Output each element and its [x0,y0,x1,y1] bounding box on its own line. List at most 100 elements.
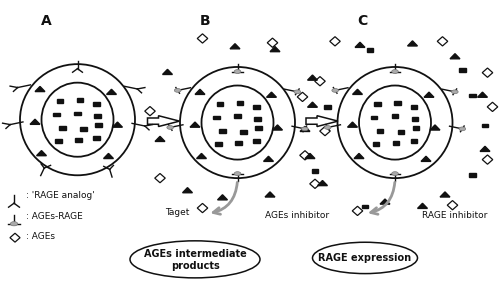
Bar [254,117,261,121]
Bar [236,141,242,145]
Polygon shape [195,89,205,94]
Bar [398,130,404,133]
Ellipse shape [452,90,458,94]
Ellipse shape [332,88,338,92]
Polygon shape [424,92,434,97]
Bar [94,114,101,118]
Polygon shape [300,126,310,131]
Polygon shape [35,86,45,91]
Polygon shape [106,89,117,94]
Bar [213,116,220,119]
Ellipse shape [180,67,295,178]
Ellipse shape [359,86,431,160]
Text: : AGEs: : AGEs [26,232,55,241]
Text: Taget: Taget [166,208,190,217]
Bar [392,114,398,118]
Polygon shape [306,116,338,127]
Bar [374,102,381,106]
Bar [411,139,418,143]
Polygon shape [308,102,318,107]
Polygon shape [352,89,362,94]
Bar [237,101,243,105]
Text: products: products [170,260,220,271]
Text: A: A [40,14,52,28]
Bar [377,129,384,133]
Ellipse shape [338,67,452,178]
Polygon shape [266,92,276,97]
Ellipse shape [42,83,114,157]
Ellipse shape [234,70,241,74]
Ellipse shape [20,64,135,175]
Polygon shape [440,192,450,197]
Bar [411,105,418,109]
Ellipse shape [202,86,274,160]
Polygon shape [318,180,328,186]
Bar [53,113,60,116]
Bar [74,111,81,115]
Polygon shape [218,195,228,200]
Bar [460,68,466,72]
Polygon shape [421,156,431,161]
Bar [56,99,63,103]
Polygon shape [480,146,490,151]
Polygon shape [478,92,488,97]
Bar [470,173,476,177]
Bar [371,116,378,119]
Polygon shape [190,122,200,127]
Text: B: B [200,14,210,28]
Bar [362,205,368,209]
Bar [254,139,260,143]
Polygon shape [182,188,192,193]
Polygon shape [162,69,172,74]
Bar [80,127,87,131]
Ellipse shape [234,172,241,176]
Bar [93,102,100,106]
Bar [75,138,82,142]
Polygon shape [196,153,206,158]
Polygon shape [308,75,318,80]
Text: C: C [358,14,368,28]
Polygon shape [418,203,428,208]
Bar [393,141,400,145]
Polygon shape [272,125,282,130]
Polygon shape [265,192,275,197]
Bar [470,93,476,97]
Polygon shape [348,122,358,127]
Bar [216,102,223,106]
Bar [240,130,247,133]
Polygon shape [36,150,46,156]
Bar [373,142,380,146]
Polygon shape [270,46,280,52]
Text: RAGE expression: RAGE expression [318,253,412,263]
Ellipse shape [167,125,173,129]
Polygon shape [354,153,364,158]
Bar [215,142,222,146]
Bar [412,117,418,121]
Polygon shape [408,41,418,46]
Ellipse shape [10,222,18,226]
Bar [234,114,241,118]
Polygon shape [155,136,165,141]
Text: : 'RAGE analog': : 'RAGE analog' [26,191,95,200]
Polygon shape [355,42,365,47]
Bar [482,123,488,127]
Bar [254,105,260,109]
Polygon shape [30,119,40,124]
Ellipse shape [174,88,181,92]
Polygon shape [148,116,180,127]
Bar [256,126,262,129]
Ellipse shape [392,172,398,176]
Polygon shape [230,44,240,49]
Bar [55,139,62,143]
Polygon shape [112,122,122,127]
Ellipse shape [392,70,398,74]
FancyArrowPatch shape [214,182,238,214]
Text: RAGE inhibitor: RAGE inhibitor [422,211,488,220]
Bar [60,126,66,130]
Bar [77,99,83,102]
Text: AGEs intermediate: AGEs intermediate [144,249,246,259]
Polygon shape [380,199,390,204]
Ellipse shape [324,125,331,129]
Bar [219,129,226,133]
Ellipse shape [459,127,466,131]
